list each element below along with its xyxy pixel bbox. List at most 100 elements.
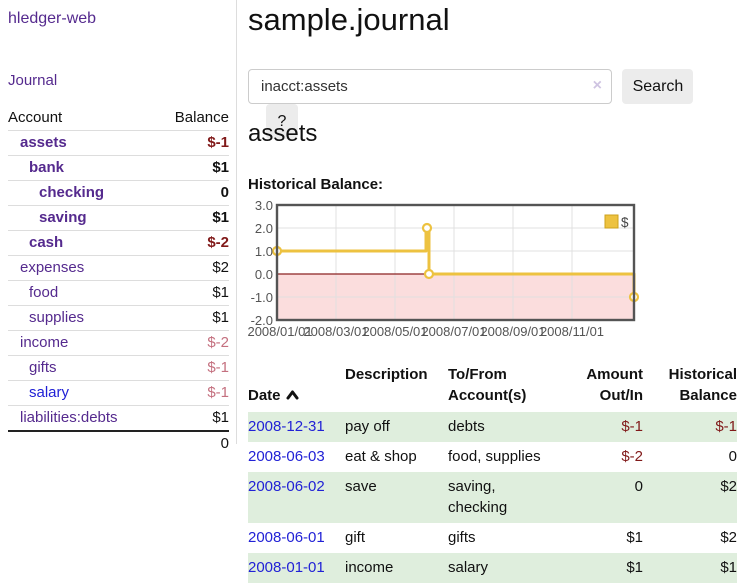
account-link-saving[interactable]: saving bbox=[39, 209, 87, 226]
column-header-accounts: To/From Account(s) bbox=[448, 366, 527, 404]
account-link-supplies[interactable]: supplies bbox=[29, 309, 85, 326]
account-row-salary: salary $-1 bbox=[8, 380, 229, 406]
account-link-cash[interactable]: cash bbox=[29, 234, 64, 251]
account-row-assets: assets $-1 bbox=[8, 130, 229, 156]
svg-text:-2.0: -2.0 bbox=[251, 313, 273, 328]
chart-border bbox=[275, 203, 636, 322]
search-input[interactable] bbox=[248, 69, 612, 104]
transaction-date-link[interactable]: 2008-06-03 bbox=[248, 448, 325, 465]
account-balance: $-1 bbox=[155, 380, 229, 406]
accounts-header-account: Account bbox=[8, 109, 63, 126]
transaction-balance: $2 bbox=[643, 472, 737, 523]
chart-title: Historical Balance: bbox=[248, 176, 384, 193]
help-button[interactable]: ? bbox=[266, 104, 298, 139]
transaction-amount: $-1 bbox=[578, 412, 643, 442]
account-balance: $-2 bbox=[155, 330, 229, 356]
clear-search-icon[interactable]: × bbox=[592, 77, 602, 94]
transaction-description: save bbox=[345, 472, 448, 523]
register-row: 2008-01-01 income salary $1 $1 bbox=[248, 553, 737, 583]
transaction-accounts: gifts bbox=[448, 529, 476, 546]
svg-text:-1.0: -1.0 bbox=[251, 290, 273, 305]
transaction-amount: $1 bbox=[578, 553, 643, 583]
transaction-date-link[interactable]: 2008-01-01 bbox=[248, 559, 325, 576]
account-balance: $1 bbox=[155, 280, 229, 306]
account-balance: $-2 bbox=[155, 230, 229, 256]
account-row-gifts: gifts $-1 bbox=[8, 355, 229, 381]
register-row: 2008-12-31 pay off debts $-1 $-1 bbox=[248, 412, 737, 442]
accounts-header-balance: Balance bbox=[174, 109, 229, 126]
column-header-amount: Amount Out/In bbox=[586, 366, 643, 404]
transaction-description: gift bbox=[345, 529, 366, 546]
account-link-gifts[interactable]: gifts bbox=[29, 359, 57, 376]
svg-text:2008/05/01: 2008/05/01 bbox=[362, 324, 427, 339]
column-header-description: Description bbox=[345, 366, 428, 383]
account-row-food: food $1 bbox=[8, 280, 229, 306]
legend-label: $ bbox=[621, 215, 629, 230]
account-row-checking: checking 0 bbox=[8, 180, 229, 206]
search-form: × Search ? bbox=[248, 69, 742, 139]
svg-text:2008/01/01: 2008/01/01 bbox=[248, 324, 313, 339]
transaction-description: income bbox=[345, 553, 448, 583]
account-balance: $1 bbox=[155, 405, 229, 431]
account-balance: $-1 bbox=[155, 355, 229, 381]
svg-text:2.0: 2.0 bbox=[255, 221, 273, 236]
sidebar-item-journal[interactable]: Journal bbox=[8, 72, 58, 89]
svg-text:2008/03/01: 2008/03/01 bbox=[303, 324, 368, 339]
account-link-income[interactable]: income bbox=[20, 334, 69, 351]
account-link-assets[interactable]: assets bbox=[20, 134, 67, 151]
account-balance: $1 bbox=[155, 305, 229, 331]
account-row-supplies: supplies $1 bbox=[8, 305, 229, 331]
transaction-balance: $2 bbox=[720, 529, 737, 546]
column-header-balance: Historical Balance bbox=[668, 366, 737, 404]
register-header-row: Date Description To/From Account(s) Amou… bbox=[248, 362, 737, 412]
account-row-expenses: expenses $2 bbox=[8, 255, 229, 281]
transaction-date-link[interactable]: 2008-06-01 bbox=[248, 529, 325, 546]
account-balance: $1 bbox=[155, 205, 229, 231]
account-row-liabilities-debts: liabilities:debts $1 bbox=[8, 405, 229, 431]
svg-text:2008/11/01: 2008/11/01 bbox=[540, 324, 604, 339]
account-row-cash: cash $-2 bbox=[8, 230, 229, 256]
accounts-total-value: 0 bbox=[155, 430, 229, 456]
accounts-total-row: 0 bbox=[8, 430, 229, 456]
transaction-date-link[interactable]: 2008-06-02 bbox=[248, 478, 325, 495]
main-panel: sample.journal × Search ? assets Histori… bbox=[247, 0, 742, 583]
account-link-liabilities-debts[interactable]: liabilities:debts bbox=[20, 409, 118, 426]
column-header-date[interactable]: Date bbox=[248, 362, 345, 412]
register-row: 2008-06-01 gift gifts $1 $2 bbox=[248, 523, 737, 553]
transaction-description: eat & shop bbox=[345, 448, 417, 465]
search-button[interactable]: Search bbox=[622, 69, 694, 104]
account-link-bank[interactable]: bank bbox=[29, 159, 65, 176]
y-axis-ticks: 3.0 2.0 1.0 0.0 -1.0 -2.0 bbox=[251, 198, 273, 328]
svg-text:2008/09/01: 2008/09/01 bbox=[480, 324, 545, 339]
sort-asc-icon bbox=[286, 385, 299, 406]
account-balance: $2 bbox=[155, 255, 229, 281]
svg-text:2008/07/01: 2008/07/01 bbox=[421, 324, 486, 339]
account-balance: $-1 bbox=[155, 130, 229, 156]
account-link-salary[interactable]: salary bbox=[29, 384, 70, 401]
transaction-amount: $-2 bbox=[621, 448, 643, 465]
legend-swatch bbox=[604, 214, 619, 229]
transaction-description: pay off bbox=[345, 412, 448, 442]
transaction-accounts: salary bbox=[448, 553, 578, 583]
account-link-food[interactable]: food bbox=[29, 284, 59, 301]
svg-text:1.0: 1.0 bbox=[255, 244, 273, 259]
transaction-balance: $1 bbox=[643, 553, 737, 583]
account-balance: $1 bbox=[155, 155, 229, 181]
account-balance: 0 bbox=[155, 180, 229, 206]
register-row: 2008-06-02 save saving, checking 0 $2 bbox=[248, 472, 737, 523]
transaction-accounts: saving, checking bbox=[448, 472, 578, 523]
page-title: sample.journal bbox=[248, 2, 450, 37]
account-link-expenses[interactable]: expenses bbox=[20, 259, 85, 276]
account-row-bank: bank $1 bbox=[8, 155, 229, 181]
transaction-amount: $1 bbox=[626, 529, 643, 546]
app-title-link[interactable]: hledger-web bbox=[8, 10, 97, 27]
transaction-amount: 0 bbox=[578, 472, 643, 523]
account-link-checking[interactable]: checking bbox=[39, 184, 105, 201]
transaction-balance: 0 bbox=[728, 448, 737, 465]
transaction-accounts: food, supplies bbox=[448, 448, 541, 465]
x-axis-ticks: 2008/01/01 2008/03/01 2008/05/01 2008/07… bbox=[247, 324, 604, 339]
transaction-accounts: debts bbox=[448, 412, 578, 442]
transaction-date-link[interactable]: 2008-12-31 bbox=[248, 418, 325, 435]
register-row: 2008-06-03 eat & shop food, supplies $-2… bbox=[248, 442, 737, 472]
accounts-header-row: Account Balance bbox=[8, 106, 229, 131]
